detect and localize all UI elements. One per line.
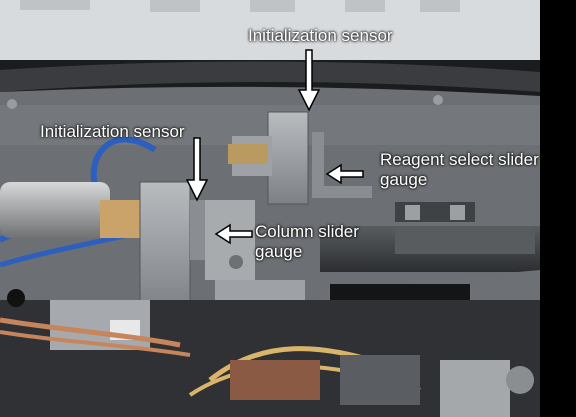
left-arrow-icon	[325, 163, 364, 185]
down-arrow-icon	[297, 49, 321, 112]
left-arrow-icon	[214, 223, 253, 245]
down-arrow-icon	[185, 137, 209, 202]
label-init-sensor-top: Initialization sensor	[248, 26, 393, 45]
label-init-sensor-left: Initialization sensor	[40, 122, 185, 141]
label-column-gauge: Column slider gauge	[255, 222, 359, 261]
label-reagent-gauge: Reagent select slider gauge	[380, 150, 539, 189]
